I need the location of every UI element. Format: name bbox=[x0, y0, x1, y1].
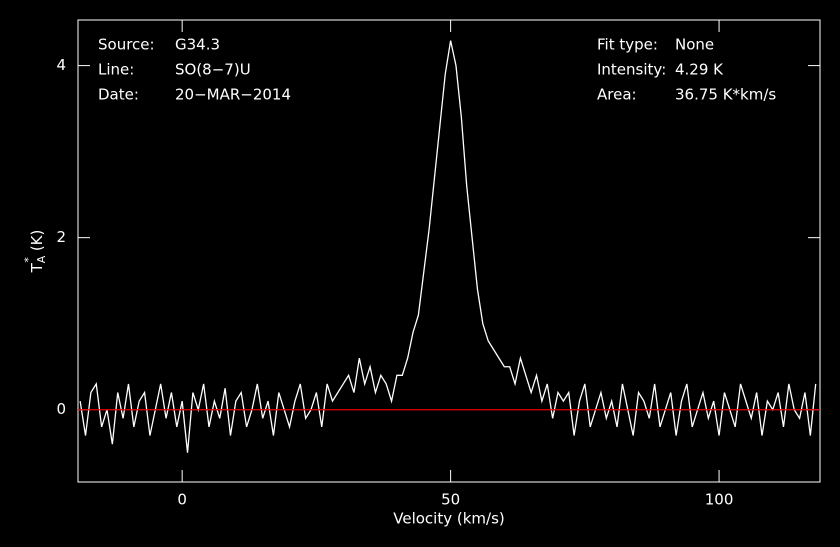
y-tick-label: 2 bbox=[56, 228, 66, 246]
y-tick-label: 0 bbox=[56, 400, 66, 418]
y-label-sub: A bbox=[35, 255, 48, 263]
x-tick-label: 100 bbox=[705, 491, 734, 509]
annotation-value: G34.3 bbox=[175, 36, 220, 54]
annotation-label: Area: bbox=[597, 86, 637, 104]
y-axis-label: TA* (K) bbox=[22, 230, 48, 274]
x-tick-label: 50 bbox=[441, 491, 460, 509]
annotation-value: 4.29 K bbox=[675, 61, 724, 79]
spectrum-line bbox=[79, 40, 817, 453]
annotation-label: Line: bbox=[98, 61, 134, 79]
y-label-sup: * bbox=[22, 257, 35, 263]
x-axis-label: Velocity (km/s) bbox=[393, 510, 504, 528]
y-label-unit: (K) bbox=[28, 230, 46, 252]
annotation-value: SO(8−7)U bbox=[175, 61, 251, 79]
annotation-label: Intensity: bbox=[597, 61, 666, 79]
annotation-value: 20−MAR−2014 bbox=[175, 86, 291, 104]
y-label-main: T bbox=[28, 262, 46, 273]
annotation-label: Date: bbox=[98, 86, 139, 104]
y-tick-label: 4 bbox=[56, 56, 66, 74]
annotation-label: Fit type: bbox=[597, 36, 658, 54]
annotation-value: 36.75 K*km/s bbox=[675, 86, 776, 104]
plot-frame bbox=[77, 19, 821, 483]
annotation-value: None bbox=[675, 36, 714, 54]
x-tick-label: 0 bbox=[177, 491, 187, 509]
annotation-label: Source: bbox=[98, 36, 155, 54]
